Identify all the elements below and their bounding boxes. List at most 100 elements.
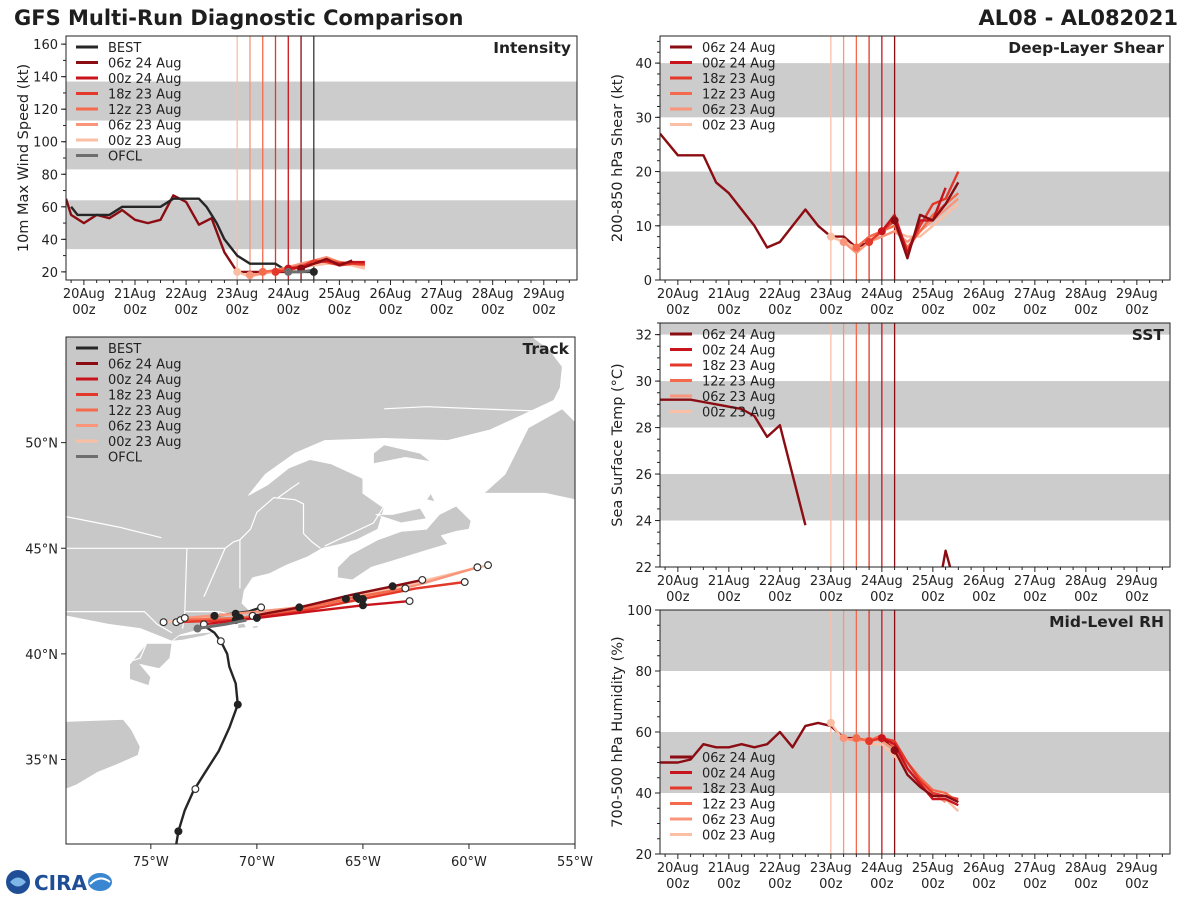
- legend-label: 18z 23 Aug: [108, 88, 182, 103]
- legend-label: 06z 24 Aug: [702, 751, 776, 766]
- best-track-marker: [233, 700, 242, 709]
- x-tick-label: 00z: [768, 590, 792, 605]
- legend-label: 06z 24 Aug: [702, 328, 776, 343]
- legend-label: 18z 23 Aug: [702, 72, 776, 87]
- x-tick-label: 00z: [1074, 877, 1098, 892]
- legend-label: 18z 23 Aug: [702, 359, 776, 374]
- legend-label: OFCL: [108, 150, 143, 165]
- x-tick-label: 00z: [481, 303, 505, 318]
- track-end-point: [405, 597, 414, 606]
- x-tick-label: 26Aug: [963, 861, 1005, 876]
- best-track-marker: [216, 637, 225, 646]
- x-tick-label: 00z: [666, 877, 690, 892]
- x-tick-label: 22Aug: [759, 861, 801, 876]
- x-tick-label: 25Aug: [912, 861, 954, 876]
- x-tick-label: 24Aug: [267, 287, 309, 302]
- x-tick-label: 24Aug: [861, 861, 903, 876]
- border-ny-pa: [66, 610, 173, 634]
- x-tick-label: 29Aug: [523, 287, 565, 302]
- x-tick-label: 28Aug: [472, 287, 514, 302]
- ofcl-point: [284, 267, 293, 276]
- x-tick-label: 00z: [225, 303, 249, 318]
- x-tick-label: 27Aug: [1014, 574, 1056, 589]
- track-24h-point: [388, 582, 397, 591]
- shaded-band: [660, 63, 1170, 118]
- x-tick-label: 26Aug: [963, 574, 1005, 589]
- x-tick-label: 00z: [1023, 303, 1047, 318]
- legend-label: 06z 23 Aug: [702, 103, 776, 118]
- forecast-init-point: [839, 238, 848, 247]
- forecast-init-point: [258, 267, 267, 276]
- track-end-point: [460, 578, 469, 587]
- legend-label: 00z 23 Aug: [702, 406, 776, 421]
- x-tick-label: 00z: [1074, 303, 1098, 318]
- border-vt-nh: [203, 548, 226, 598]
- x-tick-label: 00z: [717, 590, 741, 605]
- x-tick-label: 29Aug: [1116, 287, 1158, 302]
- legend-label: 00z 23 Aug: [702, 119, 776, 134]
- x-tick-label: 29Aug: [1116, 861, 1158, 876]
- best-track-line: [70, 197, 314, 274]
- y-tick-label: 80: [635, 665, 652, 680]
- x-tick-label: 00z: [870, 303, 894, 318]
- x-tick-label: 25Aug: [912, 574, 954, 589]
- y-tick-label: 120: [33, 103, 58, 118]
- land-delmarva: [129, 642, 173, 687]
- border-qc-lab: [384, 406, 533, 412]
- forecast-init-point: [839, 734, 848, 743]
- legend-label: 12z 23 Aug: [108, 103, 182, 118]
- panel-track: 75°W 70°W 65°W 60°W 55°W 35°N 40°N 45°N 50°N Trac…: [25, 336, 593, 870]
- x-tick-label: 27Aug: [1014, 287, 1056, 302]
- x-tick-label: 00z: [717, 303, 741, 318]
- shaded-band: [660, 474, 1170, 521]
- x-tick-label: 75°W: [133, 855, 169, 870]
- x-tick-label: 00z: [328, 303, 352, 318]
- panel-title: Intensity: [493, 39, 571, 57]
- legend-label: 12z 23 Aug: [702, 798, 776, 813]
- shaded-band: [66, 148, 577, 170]
- y-tick-label: 28: [635, 422, 652, 437]
- legend-label: 06z 23 Aug: [108, 420, 182, 435]
- legend-label: 00z 24 Aug: [702, 767, 776, 782]
- x-tick-label: 00z: [972, 303, 996, 318]
- forecast-track-line: [176, 580, 465, 624]
- forecast-line: [881, 737, 959, 807]
- x-tick-label: 00z: [666, 303, 690, 318]
- panel-sst: 20Aug00z21Aug00z22Aug00z23Aug00z24Aug00z…: [610, 322, 1171, 605]
- y-tick-label: 20: [635, 166, 652, 181]
- forecast-init-point: [233, 267, 242, 276]
- y-axis-label: 200-850 hPa Shear (kt): [610, 74, 626, 242]
- x-tick-label: 00z: [666, 590, 690, 605]
- x-tick-label: 00z: [1125, 303, 1149, 318]
- intensity-plot-area: [66, 36, 577, 280]
- panel-title: Mid-Level RH: [1049, 613, 1164, 631]
- x-tick-label: 70°W: [239, 855, 275, 870]
- panel-rh: 20Aug00z21Aug00z22Aug00z23Aug00z24Aug00z…: [610, 604, 1171, 892]
- x-tick-label: 22Aug: [759, 287, 801, 302]
- legend-label: 06z 24 Aug: [702, 41, 776, 56]
- legend-label: BEST: [108, 342, 141, 357]
- y-tick-label: 40: [41, 233, 58, 248]
- forecast-line: [941, 549, 952, 567]
- rh-plot-area: [660, 610, 1170, 854]
- x-tick-label: 24Aug: [861, 287, 903, 302]
- x-tick-label: 00z: [921, 877, 945, 892]
- legend-label: 06z 24 Aug: [108, 57, 182, 72]
- border-pa-md: [66, 643, 148, 661]
- land-marthas-vineyard: [237, 622, 247, 629]
- x-tick-label: 00z: [819, 303, 843, 318]
- border-nb: [324, 505, 385, 547]
- y-tick-label: 60: [41, 201, 58, 216]
- sst-plot-area: [660, 323, 1170, 567]
- x-tick-label: 27Aug: [1014, 861, 1056, 876]
- x-tick-label: 25Aug: [318, 287, 360, 302]
- x-tick-label: 00z: [277, 303, 301, 318]
- x-tick-label: 28Aug: [1065, 574, 1107, 589]
- shaded-band: [660, 323, 1170, 335]
- y-tick-label: 35°N: [25, 754, 58, 769]
- ofcl-point: [193, 624, 202, 633]
- track-plot-area: [66, 337, 575, 844]
- y-tick-label: 40°N: [25, 648, 58, 663]
- x-tick-label: 00z: [1125, 877, 1149, 892]
